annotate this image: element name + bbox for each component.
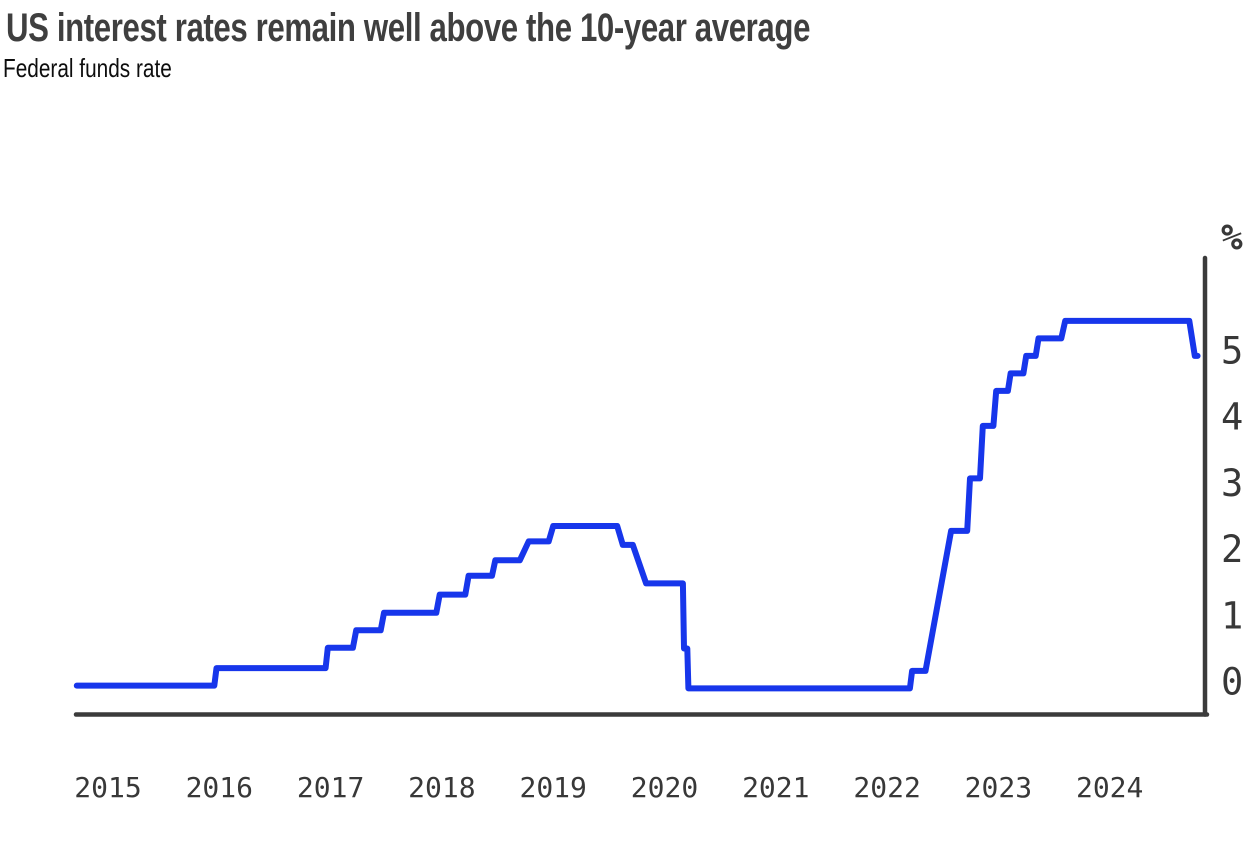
y-tick-label: 0	[1221, 661, 1243, 704]
y-axis-unit-label: %	[1221, 218, 1243, 259]
x-tick-label: 2015	[74, 771, 141, 804]
y-tick-label: 1	[1221, 594, 1243, 637]
x-tick-label: 2021	[742, 771, 809, 804]
chart-title: US interest rates remain well above the …	[6, 6, 811, 50]
y-tick-label: 4	[1221, 396, 1243, 439]
x-tick-label: 2024	[1076, 771, 1143, 804]
y-tick-label: 2	[1221, 528, 1243, 571]
x-tick-label: 2018	[408, 771, 475, 804]
x-tick-label: 2017	[297, 771, 364, 804]
chart-subtitle: Federal funds rate	[3, 53, 172, 83]
x-tick-label: 2020	[631, 771, 698, 804]
y-tick-label: 5	[1221, 330, 1243, 373]
x-tick-label: 2016	[186, 771, 253, 804]
x-tick-label: 2023	[965, 771, 1032, 804]
rate-line	[73, 317, 1201, 692]
y-tick-label: 3	[1221, 462, 1243, 505]
x-tick-label: 2019	[519, 771, 586, 804]
x-tick-label: 2022	[853, 771, 920, 804]
